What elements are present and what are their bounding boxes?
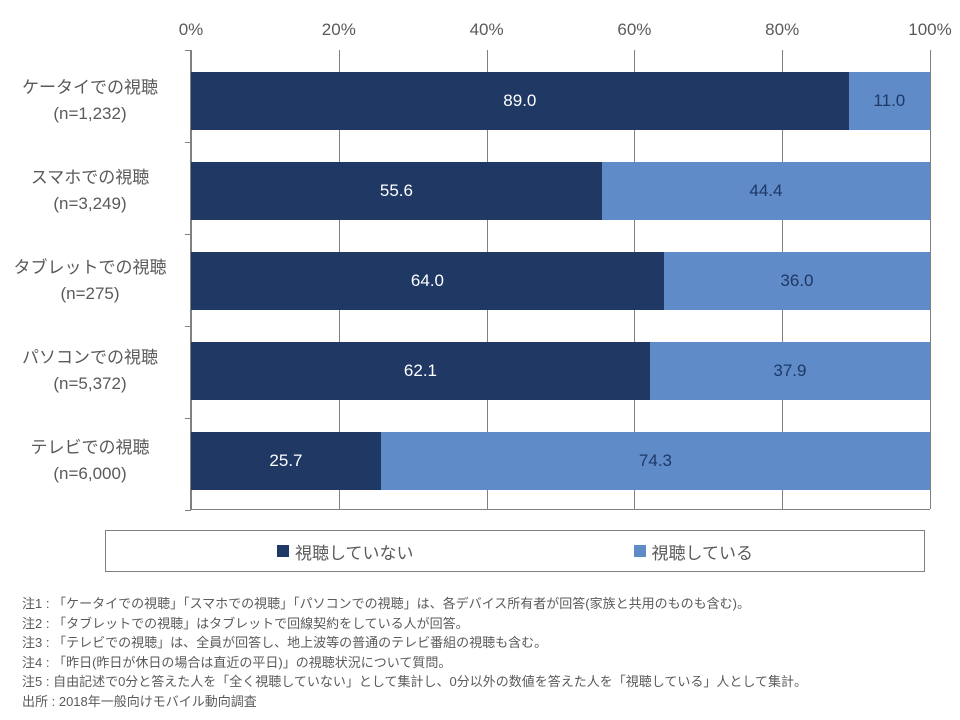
bar-value: 36.0 bbox=[780, 271, 813, 291]
legend-swatch bbox=[634, 545, 646, 557]
category-label-line1: タブレットでの視聴 bbox=[14, 258, 167, 277]
bar-segment-watching: 11.0 bbox=[849, 72, 930, 130]
bar-row: 55.6 44.4 bbox=[191, 162, 930, 220]
y-tick bbox=[185, 50, 191, 51]
category-label: タブレットでの視聴 (n=275) bbox=[0, 255, 180, 306]
bar-value: 25.7 bbox=[269, 451, 302, 471]
bar-row: 25.7 74.3 bbox=[191, 432, 930, 490]
bar-segment-not-watching: 64.0 bbox=[191, 252, 664, 310]
legend-label: 視聴している bbox=[652, 539, 754, 564]
y-tick bbox=[185, 234, 191, 235]
footnote-line: 注3 : 「テレビでの視聴」は、全員が回答し、地上波等の普通のテレビ番組の視聴も… bbox=[22, 633, 807, 653]
category-label-line1: パソコンでの視聴 bbox=[22, 348, 158, 367]
category-label-line1: スマホでの視聴 bbox=[31, 168, 150, 187]
gridline bbox=[930, 50, 931, 509]
x-tick-label: 40% bbox=[470, 20, 504, 40]
x-tick-label: 20% bbox=[322, 20, 356, 40]
bar-segment-not-watching: 89.0 bbox=[191, 72, 849, 130]
y-tick bbox=[185, 418, 191, 419]
category-label-line1: ケータイでの視聴 bbox=[22, 78, 158, 97]
x-tick-label: 0% bbox=[179, 20, 204, 40]
bar-segment-watching: 36.0 bbox=[664, 252, 930, 310]
category-label-line1: テレビでの視聴 bbox=[31, 438, 150, 457]
legend-swatch bbox=[277, 545, 289, 557]
category-label-line2: (n=3,249) bbox=[53, 194, 126, 213]
category-label: テレビでの視聴 (n=6,000) bbox=[0, 435, 180, 486]
x-tick-label: 100% bbox=[908, 20, 951, 40]
category-label: スマホでの視聴 (n=3,249) bbox=[0, 165, 180, 216]
chart-container: 0% 20% 40% 60% 80% 100% 89.0 11.0 55.6 4… bbox=[0, 0, 960, 720]
category-label-line2: (n=6,000) bbox=[53, 464, 126, 483]
legend-label: 視聴していない bbox=[295, 539, 414, 564]
category-label-line2: (n=5,372) bbox=[53, 374, 126, 393]
footnote-line: 注1 : 「ケータイでの視聴」「スマホでの視聴」「パソコンでの視聴」は、各デバイ… bbox=[22, 594, 807, 614]
y-tick bbox=[185, 510, 191, 511]
bar-value: 74.3 bbox=[639, 451, 672, 471]
category-label-line2: (n=1,232) bbox=[53, 104, 126, 123]
y-tick bbox=[185, 142, 191, 143]
category-label-line2: (n=275) bbox=[60, 284, 119, 303]
bar-segment-watching: 74.3 bbox=[381, 432, 930, 490]
bar-value: 37.9 bbox=[773, 361, 806, 381]
y-tick bbox=[185, 326, 191, 327]
plot-area: 0% 20% 40% 60% 80% 100% 89.0 11.0 55.6 4… bbox=[190, 50, 930, 510]
bar-value: 62.1 bbox=[404, 361, 437, 381]
bar-value: 11.0 bbox=[873, 91, 905, 111]
bar-row: 62.1 37.9 bbox=[191, 342, 930, 400]
bar-row: 64.0 36.0 bbox=[191, 252, 930, 310]
footnote-line: 注2 : 「タブレットでの視聴」はタブレットで回線契約をしている人が回答。 bbox=[22, 614, 807, 634]
x-tick-label: 60% bbox=[617, 20, 651, 40]
legend: 視聴していない 視聴している bbox=[105, 530, 925, 572]
bar-value: 44.4 bbox=[749, 181, 782, 201]
bar-segment-watching: 44.4 bbox=[602, 162, 930, 220]
bar-segment-not-watching: 62.1 bbox=[191, 342, 650, 400]
category-label: パソコンでの視聴 (n=5,372) bbox=[0, 345, 180, 396]
footnotes: 注1 : 「ケータイでの視聴」「スマホでの視聴」「パソコンでの視聴」は、各デバイ… bbox=[22, 594, 807, 711]
bar-value: 64.0 bbox=[411, 271, 444, 291]
legend-item-not-watching: 視聴していない bbox=[277, 539, 414, 564]
footnote-line: 出所 : 2018年一般向けモバイル動向調査 bbox=[22, 692, 807, 712]
bar-segment-not-watching: 25.7 bbox=[191, 432, 381, 490]
footnote-line: 注5 : 自由記述で0分と答えた人を「全く視聴していない」として集計し、0分以外… bbox=[22, 672, 807, 692]
category-label: ケータイでの視聴 (n=1,232) bbox=[0, 75, 180, 126]
bar-segment-watching: 37.9 bbox=[650, 342, 930, 400]
bar-value: 89.0 bbox=[503, 91, 536, 111]
x-tick-label: 80% bbox=[765, 20, 799, 40]
legend-item-watching: 視聴している bbox=[634, 539, 754, 564]
bar-value: 55.6 bbox=[380, 181, 413, 201]
bar-row: 89.0 11.0 bbox=[191, 72, 930, 130]
footnote-line: 注4 : 「昨日(昨日が休日の場合は直近の平日)」の視聴状況について質問。 bbox=[22, 653, 807, 673]
bar-segment-not-watching: 55.6 bbox=[191, 162, 602, 220]
